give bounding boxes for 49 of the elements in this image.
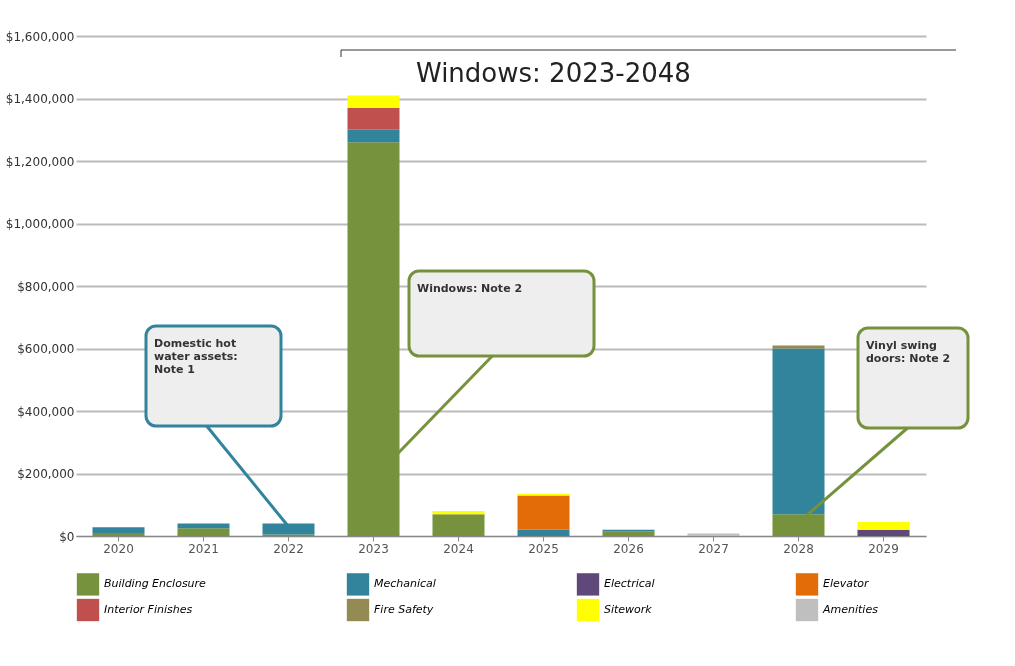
- x-tick-label: 2020: [103, 541, 134, 556]
- x-tick-label: 2021: [188, 541, 219, 556]
- annotation: Windows: 2023-2048: [416, 58, 691, 88]
- bar: [517, 529, 570, 536]
- bar: [602, 531, 655, 536]
- x-tick-label: 2026: [613, 541, 644, 556]
- bar: [347, 107, 400, 130]
- x-tick-label: 2028: [783, 541, 814, 556]
- bar: [432, 511, 485, 515]
- y-tick-label: $1,200,000: [5, 154, 75, 169]
- bar: [857, 521, 910, 530]
- legend-label: Interior Finishes: [104, 603, 193, 616]
- annotation: Vinyl swing doors: Note 2: [866, 339, 951, 365]
- y-tick-label: $1,000,000: [5, 217, 75, 231]
- bar: [857, 529, 910, 536]
- x-tick-label: 2024: [443, 541, 474, 556]
- bar: [772, 345, 825, 349]
- x-tick-label: 2027: [698, 541, 729, 556]
- y-tick-label: $1,600,000: [5, 29, 75, 44]
- bar: [92, 527, 145, 533]
- y-tick-label: $600,000: [17, 342, 75, 356]
- bar: [177, 528, 230, 536]
- y-tick-label: $0: [59, 529, 75, 544]
- legend-label: Fire Safety: [374, 603, 434, 616]
- bar: [262, 523, 315, 535]
- bar: [772, 514, 825, 536]
- legend-label: Sitework: [604, 603, 653, 616]
- x-tick-label: 2029: [868, 541, 899, 556]
- y-tick-label: $800,000: [17, 279, 75, 294]
- bar: [432, 514, 485, 536]
- bar: [92, 532, 145, 536]
- y-tick-label: $1,400,000: [5, 92, 75, 106]
- x-tick-label: 2023: [358, 541, 389, 556]
- bar: [347, 95, 400, 108]
- bar: [517, 495, 570, 530]
- legend-label: Amenities: [822, 603, 879, 616]
- annotation: Domestic hot water assets: Note 1: [154, 337, 238, 376]
- legend-label: Mechanical: [374, 577, 436, 591]
- bar: [347, 129, 400, 143]
- bar: [772, 348, 825, 515]
- bar: [347, 142, 400, 536]
- legend-label: Elevator: [823, 577, 871, 591]
- y-tick-label: $200,000: [17, 467, 75, 481]
- legend-label: Building Enclosure: [104, 577, 207, 591]
- legend-label: Electrical: [604, 577, 655, 591]
- annotation: Windows: Note 2: [417, 282, 523, 295]
- y-tick-label: $400,000: [17, 404, 75, 419]
- x-tick-label: 2025: [528, 541, 559, 556]
- x-tick-label: 2022: [273, 541, 304, 556]
